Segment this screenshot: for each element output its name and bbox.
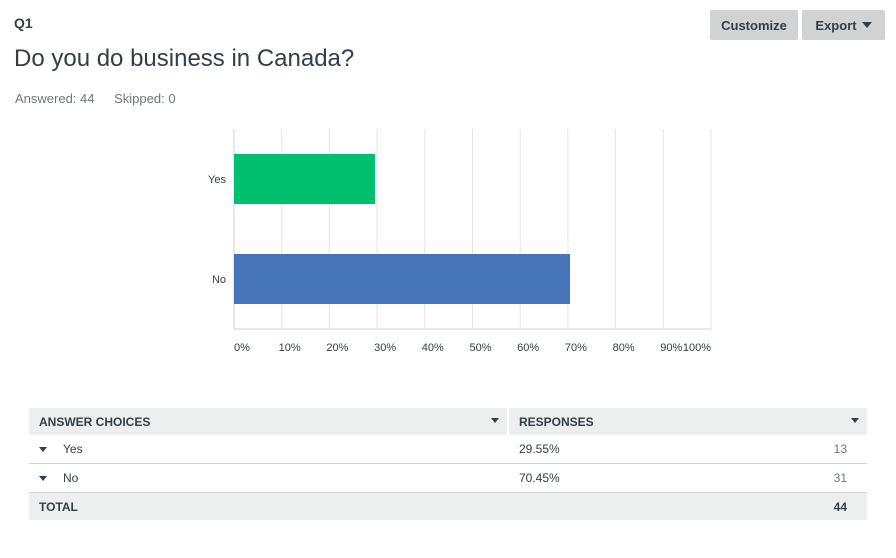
customize-button-label: Customize xyxy=(721,17,787,33)
x-tick-label: 10% xyxy=(279,342,301,354)
question-number: Q1 xyxy=(14,15,33,31)
table-row: Yes 29.55% 13 xyxy=(29,435,867,464)
x-tick-label: 70% xyxy=(565,342,587,354)
answer-choice-label: No xyxy=(63,471,79,485)
export-button[interactable]: Export xyxy=(802,10,885,40)
export-button-label: Export xyxy=(815,17,857,33)
sort-caret-icon[interactable] xyxy=(851,418,859,423)
responses-header-label: RESPONSES xyxy=(519,414,594,429)
response-count: 31 xyxy=(833,471,847,485)
x-tick-label: 90% xyxy=(660,342,682,354)
x-tick-label: 50% xyxy=(469,342,491,354)
response-stats: Answered: 44 Skipped: 0 xyxy=(15,91,176,106)
answer-choice-cell: Yes xyxy=(29,442,509,456)
bar-chart: 0% 10% 20% 30% 40% 50% 60% 70% 80% 90% 100% Yes No xyxy=(208,129,712,354)
response-count: 13 xyxy=(833,442,847,456)
expand-caret-icon[interactable] xyxy=(39,446,47,452)
x-tick-label: 20% xyxy=(326,342,348,354)
skipped-count: Skipped: 0 xyxy=(114,91,176,106)
answer-choice-label: Yes xyxy=(63,442,83,456)
total-label: TOTAL xyxy=(39,499,78,514)
table-header: ANSWER CHOICES RESPONSES xyxy=(29,408,867,435)
answer-choices-header[interactable]: ANSWER CHOICES xyxy=(29,408,509,435)
responses-header[interactable]: RESPONSES xyxy=(509,408,867,435)
x-tick-label: 0% xyxy=(234,342,250,354)
x-tick-label: 60% xyxy=(517,342,539,354)
answer-choice-cell: No xyxy=(29,471,509,485)
answer-choices-header-label: ANSWER CHOICES xyxy=(39,414,151,429)
x-tick-label: 80% xyxy=(613,342,635,354)
table-row: No 70.45% 31 xyxy=(29,464,867,493)
total-row: TOTAL 44 xyxy=(29,493,867,520)
expand-caret-icon[interactable] xyxy=(39,475,47,481)
bar-no xyxy=(234,254,571,304)
x-tick-label: 40% xyxy=(422,342,444,354)
bar-yes xyxy=(234,154,375,204)
response-table: ANSWER CHOICES RESPONSES Yes 29.55% 13 N… xyxy=(29,408,867,520)
x-tick-label: 100% xyxy=(683,342,711,354)
response-percent: 29.55% xyxy=(519,442,560,456)
category-label: Yes xyxy=(208,174,226,186)
category-label: No xyxy=(212,274,226,286)
response-percent: 70.45% xyxy=(519,471,560,485)
answered-count: Answered: 44 xyxy=(15,91,95,106)
sort-caret-icon[interactable] xyxy=(491,418,499,423)
total-count: 44 xyxy=(833,499,847,514)
chevron-down-icon xyxy=(861,22,872,28)
customize-button[interactable]: Customize xyxy=(710,10,798,40)
question-title: Do you do business in Canada? xyxy=(14,45,355,72)
x-tick-label: 30% xyxy=(374,342,396,354)
